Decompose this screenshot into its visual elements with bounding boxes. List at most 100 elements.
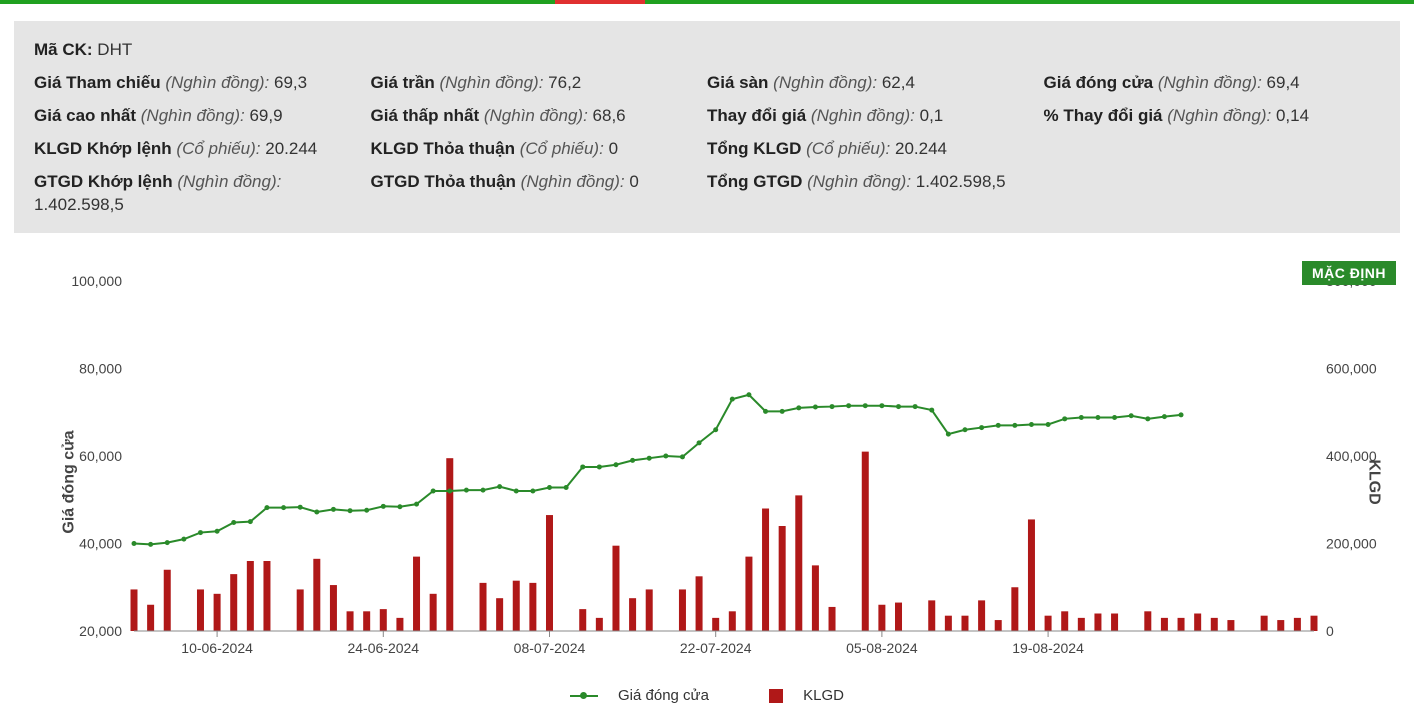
volume-bar xyxy=(164,569,171,630)
info-unit: (Nghìn đồng): xyxy=(141,106,245,125)
ticker-value: DHT xyxy=(97,40,132,59)
volume-bar xyxy=(1211,618,1218,631)
info-unit: (Nghìn đồng): xyxy=(773,73,877,92)
volume-bar xyxy=(197,589,204,631)
info-cell xyxy=(1044,138,1381,161)
volume-bar xyxy=(945,615,952,630)
price-marker xyxy=(663,453,668,458)
price-marker xyxy=(215,528,220,533)
price-volume-chart: 20,00040,00060,00080,000100,0000200,0004… xyxy=(14,261,1400,681)
price-marker xyxy=(514,488,519,493)
price-marker xyxy=(564,485,569,490)
volume-bar xyxy=(131,589,138,631)
info-row: GTGD Khớp lệnh (Nghìn đồng): 1.402.598,5… xyxy=(34,171,1380,217)
price-marker xyxy=(946,431,951,436)
price-marker xyxy=(1079,415,1084,420)
volume-bar xyxy=(1078,618,1085,631)
volume-bar xyxy=(147,604,154,630)
x-tick-label: 24-06-2024 xyxy=(347,640,419,656)
volume-bar xyxy=(1111,613,1118,631)
info-unit: (Nghìn đồng): xyxy=(1158,73,1262,92)
volume-bar xyxy=(446,458,453,631)
volume-bar xyxy=(1178,618,1185,631)
price-marker xyxy=(1012,423,1017,428)
volume-bar xyxy=(1277,620,1284,631)
volume-bar xyxy=(779,526,786,631)
price-marker xyxy=(414,501,419,506)
volume-bar xyxy=(347,611,354,631)
price-marker xyxy=(331,507,336,512)
volume-bar xyxy=(895,602,902,630)
x-tick-label: 19-08-2024 xyxy=(1012,640,1084,656)
volume-bar xyxy=(712,618,719,631)
price-marker xyxy=(1162,414,1167,419)
volume-bar xyxy=(363,611,370,631)
volume-bar xyxy=(529,583,536,631)
price-marker xyxy=(132,541,137,546)
x-tick-label: 10-06-2024 xyxy=(181,640,253,656)
price-marker xyxy=(846,403,851,408)
info-cell: KLGD Khớp lệnh (Cổ phiếu): 20.244 xyxy=(34,138,371,161)
default-button[interactable]: MẶC ĐỊNH xyxy=(1302,261,1396,285)
top-accent-green xyxy=(0,0,1414,4)
volume-bar xyxy=(1011,587,1018,631)
volume-bar xyxy=(430,593,437,630)
info-value: 69,3 xyxy=(274,73,307,92)
volume-bar xyxy=(1028,519,1035,631)
volume-bar xyxy=(313,558,320,630)
info-cell: GTGD Khớp lệnh (Nghìn đồng): 1.402.598,5 xyxy=(34,171,371,217)
volume-bar xyxy=(612,545,619,630)
info-unit: (Nghìn đồng): xyxy=(1167,106,1271,125)
legend-bar: KLGD xyxy=(755,687,858,704)
price-marker xyxy=(979,425,984,430)
volume-bar xyxy=(1161,618,1168,631)
info-panel: Mã CK: DHT Giá Tham chiếu (Nghìn đồng): … xyxy=(14,21,1400,233)
price-marker xyxy=(397,504,402,509)
price-marker xyxy=(697,440,702,445)
price-marker xyxy=(1145,416,1150,421)
volume-bar xyxy=(696,576,703,631)
volume-bar xyxy=(762,508,769,631)
y-right-axis-label: KLGD xyxy=(1364,459,1382,504)
info-row: Giá cao nhất (Nghìn đồng): 69,9Giá thấp … xyxy=(34,105,1380,128)
price-marker xyxy=(497,484,502,489)
info-value: 76,2 xyxy=(548,73,581,92)
volume-bar xyxy=(1194,613,1201,631)
price-marker xyxy=(780,409,785,414)
info-value: 0,14 xyxy=(1276,106,1309,125)
volume-bar xyxy=(1144,611,1151,631)
price-marker xyxy=(1062,416,1067,421)
legend-bar-label: KLGD xyxy=(803,687,844,704)
price-marker xyxy=(198,530,203,535)
price-marker xyxy=(830,404,835,409)
info-label: KLGD Khớp lệnh xyxy=(34,139,172,158)
price-marker xyxy=(264,505,269,510)
info-value: 69,9 xyxy=(249,106,282,125)
volume-bar xyxy=(1045,615,1052,630)
price-marker xyxy=(314,509,319,514)
info-cell: Giá Tham chiếu (Nghìn đồng): 69,3 xyxy=(34,72,371,95)
volume-bar xyxy=(230,574,237,631)
price-marker xyxy=(962,427,967,432)
x-tick-label: 08-07-2024 xyxy=(514,640,586,656)
volume-bar xyxy=(812,565,819,631)
volume-bar xyxy=(297,589,304,631)
price-marker xyxy=(1095,415,1100,420)
info-cell: KLGD Thỏa thuận (Cổ phiếu): 0 xyxy=(371,138,708,161)
info-label: Tổng KLGD xyxy=(707,139,801,158)
volume-bar xyxy=(1261,615,1268,630)
volume-bar xyxy=(413,556,420,630)
y-right-tick-label: 600,000 xyxy=(1326,360,1377,376)
volume-bar xyxy=(480,583,487,631)
info-unit: (Nghìn đồng): xyxy=(811,106,915,125)
volume-bar xyxy=(1294,618,1301,631)
info-unit: (Nghìn đồng): xyxy=(807,172,911,191)
volume-bar xyxy=(629,598,636,631)
volume-bar xyxy=(729,611,736,631)
price-marker xyxy=(530,488,535,493)
info-unit: (Cổ phiếu): xyxy=(520,139,604,158)
volume-bar xyxy=(878,604,885,630)
price-marker xyxy=(1179,412,1184,417)
info-row: Giá Tham chiếu (Nghìn đồng): 69,3Giá trầ… xyxy=(34,72,1380,95)
legend-line: Giá đóng cửa xyxy=(556,687,723,704)
